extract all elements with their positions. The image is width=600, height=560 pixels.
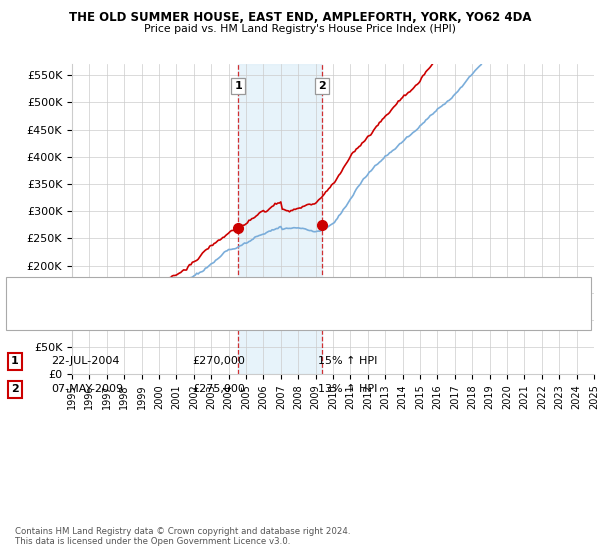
Text: £275,000: £275,000 — [192, 384, 245, 394]
Text: 22-JUL-2004: 22-JUL-2004 — [51, 356, 119, 366]
Bar — [238, 64, 322, 375]
Text: 1: 1 — [11, 356, 19, 366]
Text: Price paid vs. HM Land Registry's House Price Index (HPI): Price paid vs. HM Land Registry's House … — [144, 24, 456, 34]
Text: THE OLD SUMMER HOUSE, EAST END, AMPLEFORTH, YORK, YO62 4DA (detached house): THE OLD SUMMER HOUSE, EAST END, AMPLEFOR… — [63, 299, 479, 308]
Text: HPI: Average price, detached house, North Yorkshire: HPI: Average price, detached house, Nort… — [63, 314, 311, 323]
Text: 1: 1 — [234, 81, 242, 91]
Text: 13% ↑ HPI: 13% ↑ HPI — [318, 384, 377, 394]
Text: THE OLD SUMMER HOUSE, EAST END, AMPLEFORTH, YORK, YO62 4DA: THE OLD SUMMER HOUSE, EAST END, AMPLEFOR… — [69, 11, 531, 24]
Text: 07-MAY-2009: 07-MAY-2009 — [51, 384, 123, 394]
Text: £270,000: £270,000 — [192, 356, 245, 366]
Text: Contains HM Land Registry data © Crown copyright and database right 2024.
This d: Contains HM Land Registry data © Crown c… — [15, 526, 350, 546]
Text: 2: 2 — [318, 81, 326, 91]
Text: 2: 2 — [11, 384, 19, 394]
Text: 15% ↑ HPI: 15% ↑ HPI — [318, 356, 377, 366]
